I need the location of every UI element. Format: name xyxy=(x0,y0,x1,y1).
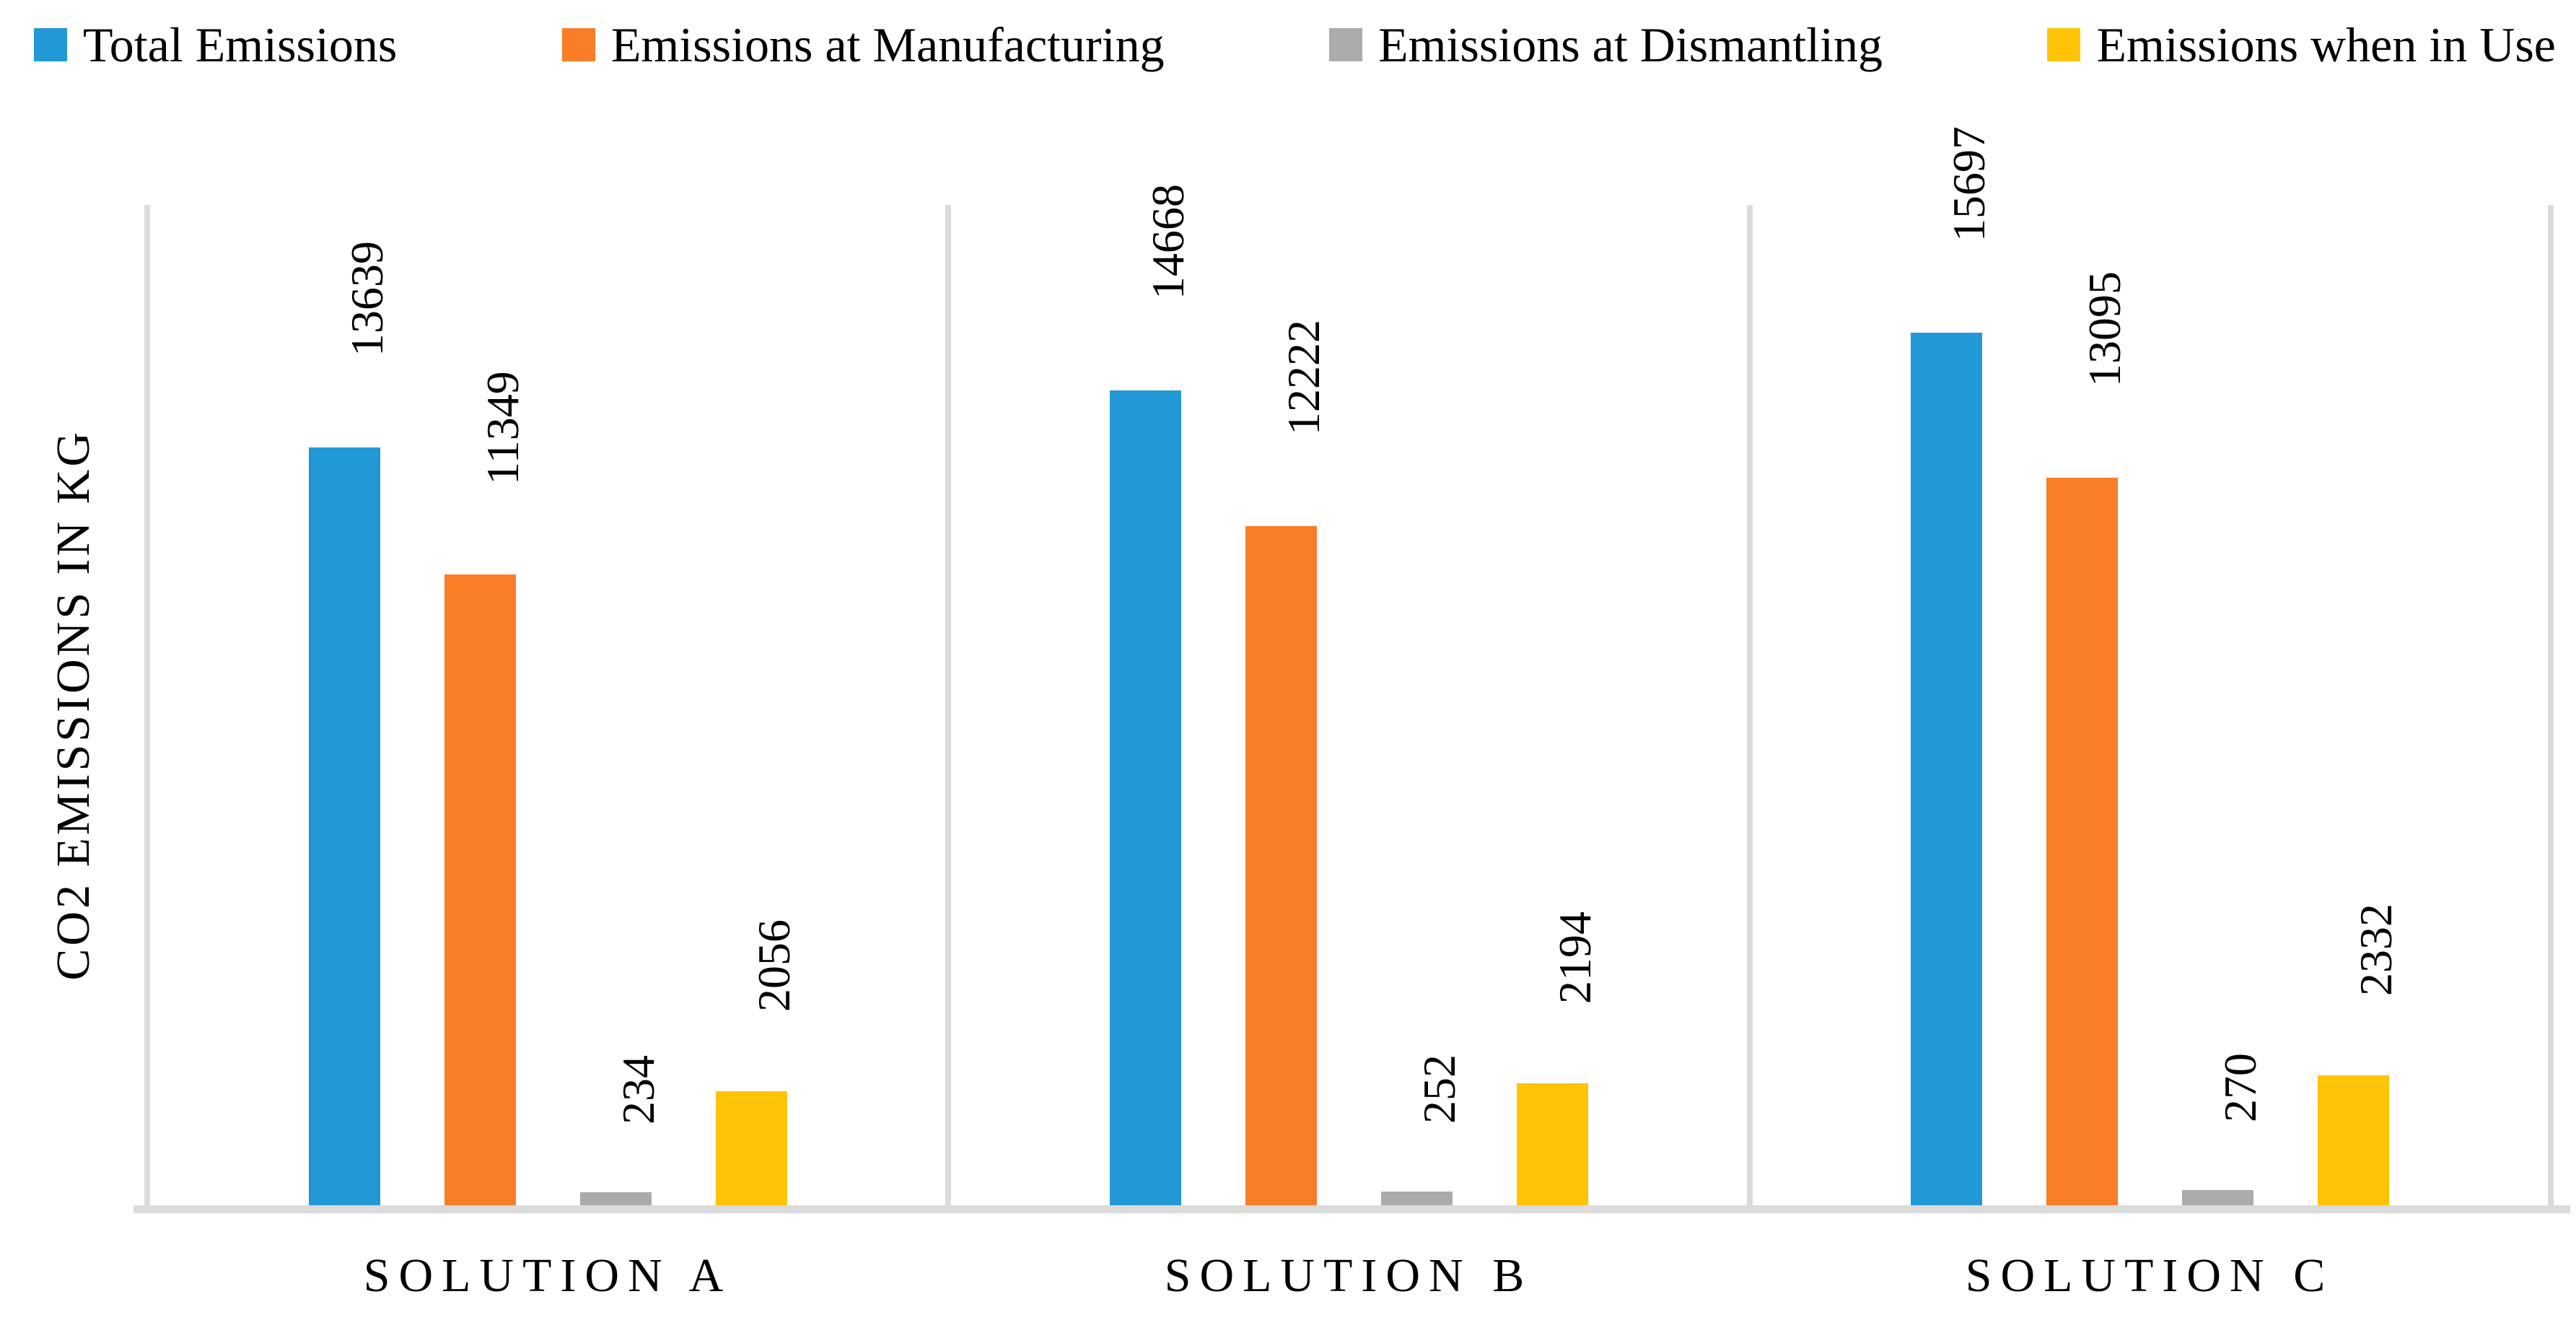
bar-emissions-at-dismantling-solution-b xyxy=(1380,1191,1453,1205)
value-label-emissions-at-dismantling-solution-b: 252 xyxy=(1414,1054,1465,1124)
legend-marker-emissions-at-manufacturing xyxy=(561,28,595,61)
value-label-total-emissions-solution-b: 14668 xyxy=(1142,183,1193,300)
value-label-emissions-when-in-use-solution-b: 2194 xyxy=(1549,912,1600,1005)
legend-label: Emissions when in Use xyxy=(2096,17,2556,72)
value-label-emissions-when-in-use-solution-c: 2332 xyxy=(2350,904,2401,997)
legend-label: Emissions at Manufacturing xyxy=(610,17,1165,72)
y-axis-title: CO2 EMISSIONS IN KG xyxy=(47,429,100,981)
panel-divider-1 xyxy=(945,205,951,1212)
y-axis-title-container: CO2 EMISSIONS IN KG xyxy=(25,205,123,1205)
legend-item-emissions-at-dismantling: Emissions at Dismantling xyxy=(1329,20,1883,69)
value-label-emissions-at-dismantling-solution-c: 270 xyxy=(2214,1053,2266,1123)
value-label-emissions-at-dismantling-solution-a: 234 xyxy=(613,1054,664,1124)
plot-right-border xyxy=(2548,205,2554,1212)
bar-total-emissions-solution-a xyxy=(308,447,380,1205)
legend-label: Emissions at Dismantling xyxy=(1378,17,1883,72)
bar-emissions-at-manufacturing-solution-b xyxy=(1245,525,1317,1205)
bar-total-emissions-solution-c xyxy=(1910,333,1982,1205)
panel-divider-2 xyxy=(1747,205,1753,1212)
plot-area: 13639 11349 234 2056 SOLUTION A 14668 12222 252… xyxy=(147,126,2550,1300)
legend-label: Total Emissions xyxy=(83,17,398,72)
chart-legend: Total Emissions Emissions at Manufacturin… xyxy=(34,14,2556,75)
legend-item-total-emissions: Total Emissions xyxy=(34,20,397,69)
value-label-emissions-at-manufacturing-solution-c: 13095 xyxy=(2079,271,2130,387)
legend-item-emissions-at-manufacturing: Emissions at Manufacturing xyxy=(561,17,1165,72)
value-label-emissions-at-manufacturing-solution-b: 12222 xyxy=(1278,319,1329,435)
legend-marker-total-emissions xyxy=(34,28,67,61)
bar-emissions-when-in-use-solution-b xyxy=(1516,1083,1588,1205)
bar-emissions-at-dismantling-solution-c xyxy=(2181,1190,2253,1205)
legend-item-emissions-when-in-use: Emissions when in Use xyxy=(2047,20,2556,69)
bar-total-emissions-solution-b xyxy=(1109,390,1181,1205)
bar-emissions-when-in-use-solution-c xyxy=(2317,1075,2389,1205)
bar-emissions-at-dismantling-solution-a xyxy=(579,1192,652,1205)
category-label-solution-c: SOLUTION C xyxy=(1965,1249,2334,1302)
category-label-solution-a: SOLUTION A xyxy=(363,1249,732,1302)
y-axis-line xyxy=(144,205,150,1212)
category-label-solution-b: SOLUTION B xyxy=(1164,1249,1533,1302)
bar-emissions-at-manufacturing-solution-a xyxy=(444,574,516,1205)
legend-marker-emissions-when-in-use xyxy=(2047,28,2081,61)
value-label-total-emissions-solution-c: 15697 xyxy=(1943,126,1994,242)
legend-marker-emissions-at-dismantling xyxy=(1329,28,1363,61)
bar-emissions-at-manufacturing-solution-c xyxy=(2046,477,2118,1205)
value-label-emissions-when-in-use-solution-a: 2056 xyxy=(748,919,799,1012)
value-label-emissions-at-manufacturing-solution-a: 11349 xyxy=(477,370,528,485)
bar-emissions-when-in-use-solution-a xyxy=(715,1090,787,1205)
value-label-total-emissions-solution-a: 13639 xyxy=(341,240,393,357)
x-axis-line xyxy=(133,1205,2570,1213)
